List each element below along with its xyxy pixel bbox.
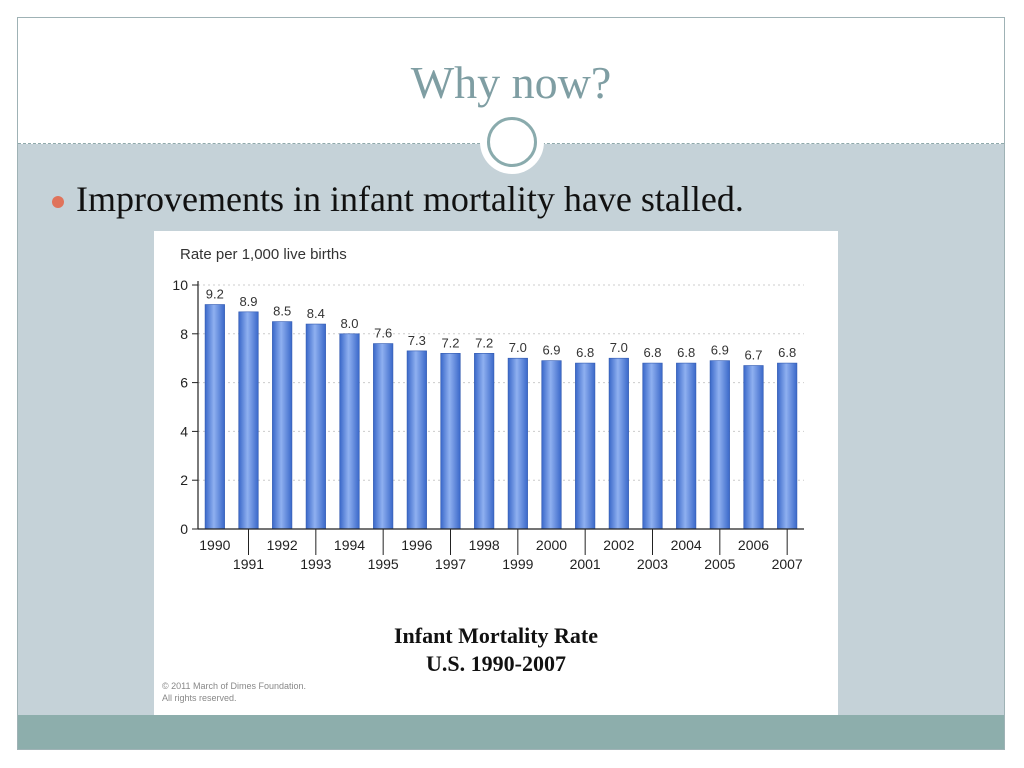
bar-value-label: 8.5: [273, 304, 291, 319]
bar-1995: [373, 343, 394, 530]
x-tick-label: 1996: [401, 537, 432, 553]
x-tick-label: 2005: [704, 556, 735, 572]
bar-value-label: 8.9: [239, 294, 257, 309]
bar-2006: [743, 365, 764, 530]
x-tick-label: 1997: [435, 556, 466, 572]
bar-value-label: 6.8: [643, 345, 661, 360]
footer-bar: [18, 715, 1004, 749]
copyright-line-2: All rights reserved.: [162, 693, 237, 703]
bar-1998: [474, 353, 495, 530]
copyright-line-1: © 2011 March of Dimes Foundation.: [162, 681, 307, 691]
bar-2000: [541, 360, 562, 530]
y-tick-label: 2: [180, 472, 188, 488]
bar-2001: [575, 362, 596, 530]
bullet-text: Improvements in infant mortality have st…: [76, 179, 744, 219]
bar-1992: [272, 321, 293, 530]
bar-value-label: 6.8: [778, 345, 796, 360]
bar-chart: Rate per 1,000 live births 9.2 8.9 8.5 8.4 8…: [172, 246, 804, 572]
chart-caption-title: Infant Mortality Rate: [393, 623, 599, 648]
y-tick-label: 10: [172, 277, 188, 293]
bullet-icon: [52, 196, 64, 208]
slide: Why now? Improvements in infant mortalit…: [17, 17, 1005, 750]
bar-1994: [339, 333, 360, 530]
bar-2007: [777, 362, 798, 530]
bar-1993: [305, 323, 326, 530]
y-tick-label: 6: [180, 375, 188, 391]
bar-value-label: 8.4: [307, 306, 325, 321]
copyright-note: © 2011 March of Dimes Foundation. All ri…: [162, 680, 306, 704]
bar-value-label: 6.9: [711, 343, 729, 358]
bar-1996: [406, 350, 427, 530]
bar-value-label: 7.6: [374, 326, 392, 341]
y-tick-label: 4: [180, 423, 188, 439]
x-tick-label: 2002: [603, 537, 634, 553]
slide-title: Why now?: [410, 57, 612, 108]
x-tick-label: 1990: [199, 537, 230, 553]
bar-value-label: 7.0: [509, 340, 527, 355]
bar-value-label: 7.3: [408, 333, 426, 348]
x-tick-label: 2003: [637, 556, 668, 572]
bar-value-label: 6.8: [576, 345, 594, 360]
x-tick-label: 2007: [772, 556, 803, 572]
chart-title: Rate per 1,000 live births: [180, 246, 347, 263]
chart-caption-subtitle: U.S. 1990-2007: [426, 651, 566, 676]
x-tick-label: 1999: [502, 556, 533, 572]
divider-ring-icon: [487, 117, 537, 167]
bar-1991: [238, 311, 259, 530]
bar-value-label: 7.2: [441, 335, 459, 350]
bar-2002: [608, 357, 629, 530]
x-tick-label: 1992: [267, 537, 298, 553]
x-tick-label: 1991: [233, 556, 264, 572]
x-tick-label: 2000: [536, 537, 567, 553]
bar-1999: [507, 357, 528, 530]
x-tick-label: 2001: [570, 556, 601, 572]
bar-value-label: 7.2: [475, 335, 493, 350]
bar-value-label: 8.0: [340, 316, 358, 331]
bar-1990: [204, 304, 225, 530]
x-tick-label: 2004: [671, 537, 702, 553]
x-tick-label: 1994: [334, 537, 365, 553]
x-tick-label: 2006: [738, 537, 769, 553]
x-tick-label: 1995: [368, 556, 399, 572]
bar-value-label: 9.2: [206, 287, 224, 302]
bar-value-label: 6.9: [542, 343, 560, 358]
x-tick-label: 1993: [300, 556, 331, 572]
bar-2003: [642, 362, 663, 530]
bar-value-label: 6.8: [677, 345, 695, 360]
y-tick-label: 8: [180, 326, 188, 342]
chart-panel: Rate per 1,000 live births 9.2 8.9 8.5 8.4 8…: [154, 231, 838, 717]
bar-2004: [676, 362, 697, 530]
y-tick-label: 0: [180, 521, 188, 537]
bar-value-label: 7.0: [610, 340, 628, 355]
bar-value-label: 6.7: [744, 348, 762, 363]
bar-1997: [440, 353, 461, 530]
x-tick-label: 1998: [469, 537, 500, 553]
bar-2005: [709, 360, 730, 530]
